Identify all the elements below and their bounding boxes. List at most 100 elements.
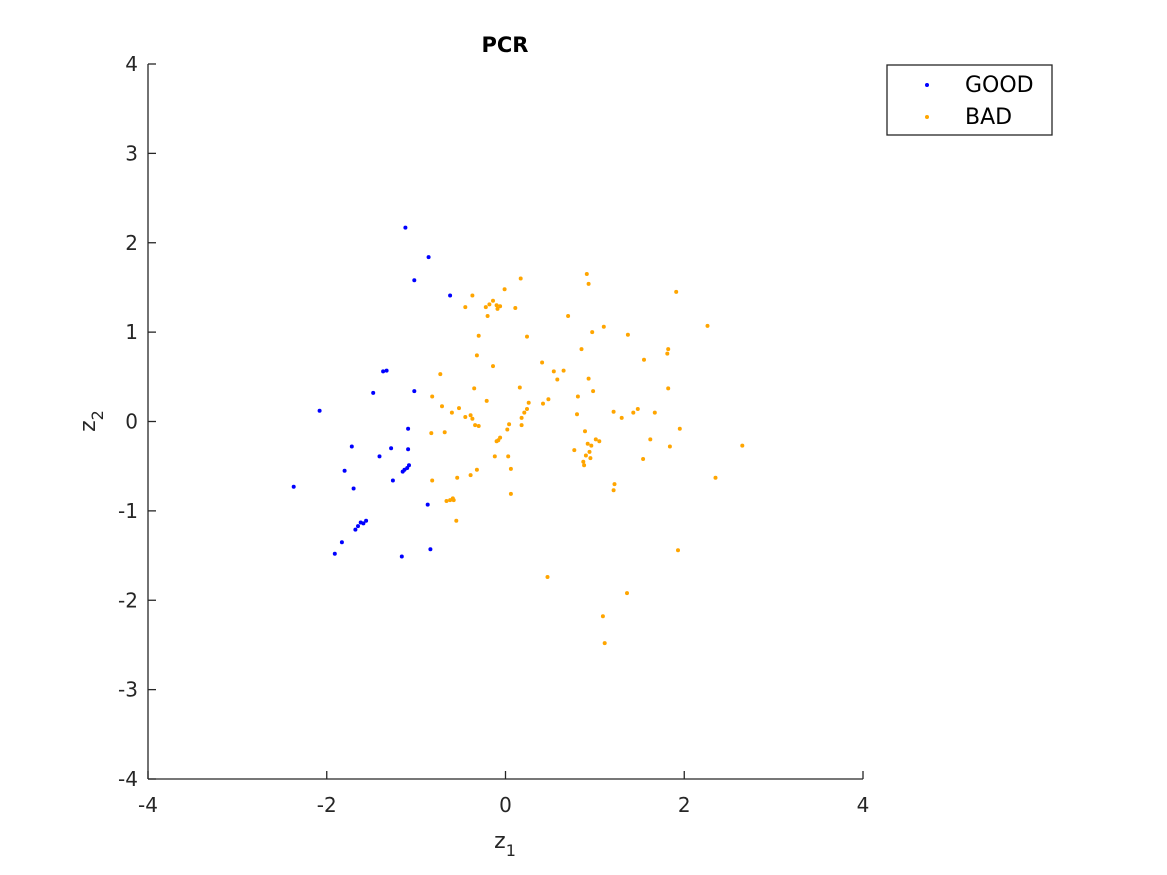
point-bad <box>472 386 477 391</box>
point-bad <box>642 357 646 362</box>
point-bad <box>546 397 551 402</box>
y-tick-label: 2 <box>125 231 138 255</box>
point-bad <box>589 443 594 448</box>
point-good <box>351 486 356 491</box>
point-bad <box>584 272 589 276</box>
point-bad <box>429 431 434 436</box>
point-good <box>317 408 322 413</box>
point-bad <box>665 351 670 356</box>
point-bad <box>740 443 745 448</box>
point-bad <box>551 369 556 374</box>
point-good <box>406 447 411 452</box>
point-bad <box>545 575 550 579</box>
point-bad <box>502 287 507 292</box>
point-bad <box>491 298 495 303</box>
point-good <box>426 255 431 260</box>
point-bad <box>444 499 449 503</box>
point-bad <box>517 385 522 390</box>
point-bad <box>455 475 460 480</box>
point-bad <box>625 591 629 596</box>
point-bad <box>583 453 588 458</box>
point-bad <box>713 475 718 480</box>
x-axis-ticks: -4 -2 0 2 4 <box>138 771 869 817</box>
point-bad <box>586 281 591 286</box>
point-bad <box>666 386 671 391</box>
x-tick-label: 0 <box>499 793 512 817</box>
point-bad <box>666 347 671 352</box>
point-bad <box>575 412 579 417</box>
point-bad <box>494 439 499 444</box>
point-bad <box>454 518 459 523</box>
point-good <box>356 524 360 529</box>
point-bad <box>522 410 527 415</box>
point-bad <box>498 304 503 309</box>
point-bad <box>495 306 500 311</box>
point-good <box>384 368 389 373</box>
legend-label-bad: BAD <box>965 105 1012 130</box>
y-tick-label: -2 <box>118 588 138 612</box>
point-bad <box>611 409 616 414</box>
point-bad <box>631 410 636 415</box>
point-bad <box>602 641 607 646</box>
point-good <box>361 521 366 526</box>
point-bad <box>526 400 531 405</box>
point-bad <box>705 323 710 328</box>
point-bad <box>463 415 468 419</box>
point-bad <box>519 423 524 428</box>
point-bad <box>652 410 657 415</box>
point-bad <box>492 454 497 459</box>
point-bad <box>619 415 624 420</box>
y-tick-label: 3 <box>125 141 138 165</box>
point-good <box>353 527 358 532</box>
legend-marker-bad <box>925 115 929 119</box>
point-bad <box>491 364 495 369</box>
point-bad <box>485 314 490 318</box>
point-bad <box>588 456 593 461</box>
point-bad <box>505 427 510 432</box>
point-bad <box>600 614 605 619</box>
point-good <box>399 554 404 559</box>
point-bad <box>612 482 617 487</box>
point-good <box>400 469 405 474</box>
y-tick-label: -3 <box>118 678 138 702</box>
point-good <box>349 444 354 449</box>
point-bad <box>674 289 679 294</box>
point-good <box>291 484 296 489</box>
point-good <box>377 454 382 459</box>
point-good <box>381 369 386 374</box>
legend-box <box>886 64 1053 136</box>
x-tick-label: -4 <box>138 793 158 817</box>
point-bad <box>474 467 479 472</box>
point-good <box>364 518 369 523</box>
point-good <box>412 389 417 394</box>
point-bad <box>494 303 499 308</box>
point-bad <box>430 394 435 399</box>
point-bad <box>518 276 523 281</box>
point-bad <box>448 498 453 503</box>
point-bad <box>587 449 592 454</box>
point-bad <box>611 488 616 493</box>
point-bad <box>590 330 595 335</box>
point-bad <box>430 478 435 483</box>
y-tick-label: 1 <box>125 320 138 344</box>
point-bad <box>449 410 454 415</box>
point-bad <box>593 437 598 442</box>
point-bad <box>572 448 577 453</box>
point-bad <box>468 413 473 418</box>
point-bad <box>525 334 529 339</box>
point-good <box>389 446 394 451</box>
point-bad <box>667 444 672 449</box>
point-good <box>425 502 430 507</box>
point-good <box>371 390 376 395</box>
point-bad <box>442 430 447 435</box>
point-bad <box>487 302 492 307</box>
point-bad <box>451 498 456 503</box>
point-bad <box>473 423 478 428</box>
point-bad <box>508 466 513 471</box>
point-bad <box>676 548 680 553</box>
point-good <box>428 547 433 552</box>
point-bad <box>648 437 653 442</box>
point-bad <box>457 406 461 411</box>
point-bad <box>585 441 590 446</box>
